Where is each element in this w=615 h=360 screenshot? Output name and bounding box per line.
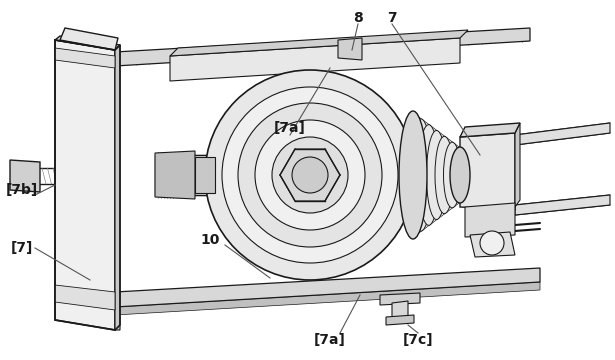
Polygon shape <box>392 301 408 319</box>
Polygon shape <box>60 28 118 50</box>
Polygon shape <box>465 203 515 237</box>
Ellipse shape <box>435 136 454 214</box>
Circle shape <box>292 157 328 193</box>
Polygon shape <box>380 293 420 305</box>
Polygon shape <box>55 285 115 310</box>
Polygon shape <box>155 155 207 195</box>
Polygon shape <box>515 123 610 145</box>
Text: 10: 10 <box>200 233 220 247</box>
Text: 7: 7 <box>387 11 397 25</box>
Polygon shape <box>55 48 115 68</box>
Text: 8: 8 <box>353 11 363 25</box>
Ellipse shape <box>401 113 425 237</box>
Text: [7a]: [7a] <box>274 121 306 135</box>
Ellipse shape <box>450 147 470 203</box>
Circle shape <box>480 231 504 255</box>
Polygon shape <box>460 133 515 210</box>
Circle shape <box>222 87 398 263</box>
Polygon shape <box>515 195 610 215</box>
Ellipse shape <box>426 131 446 220</box>
Polygon shape <box>115 268 540 307</box>
Polygon shape <box>170 38 460 81</box>
Circle shape <box>205 70 415 280</box>
Ellipse shape <box>399 111 427 239</box>
Polygon shape <box>515 123 520 207</box>
Text: [7]: [7] <box>11 241 33 255</box>
Text: [7c]: [7c] <box>403 333 434 347</box>
Polygon shape <box>195 157 215 193</box>
Polygon shape <box>338 38 362 60</box>
Polygon shape <box>10 160 40 192</box>
Polygon shape <box>55 36 120 50</box>
Ellipse shape <box>418 125 439 225</box>
Polygon shape <box>170 30 468 56</box>
Circle shape <box>255 120 365 230</box>
Polygon shape <box>280 149 340 201</box>
Polygon shape <box>155 151 195 199</box>
Polygon shape <box>207 155 215 195</box>
Text: [7b]: [7b] <box>6 183 38 197</box>
Polygon shape <box>460 123 520 137</box>
Ellipse shape <box>410 119 432 231</box>
Ellipse shape <box>452 148 468 202</box>
Circle shape <box>238 103 382 247</box>
Polygon shape <box>115 282 540 315</box>
Ellipse shape <box>443 142 461 208</box>
Polygon shape <box>55 40 115 330</box>
Polygon shape <box>115 45 120 330</box>
Polygon shape <box>115 28 530 66</box>
Polygon shape <box>386 315 414 325</box>
Polygon shape <box>470 232 515 257</box>
Polygon shape <box>413 113 460 237</box>
Circle shape <box>272 137 348 213</box>
Text: [7a]: [7a] <box>314 333 346 347</box>
